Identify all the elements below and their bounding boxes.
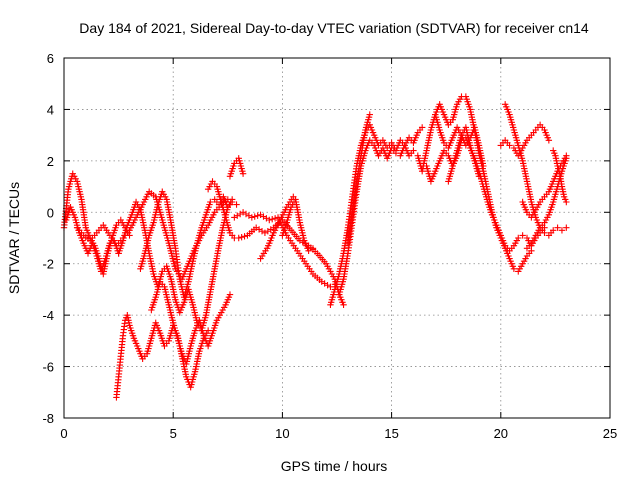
y-tick-label: -2 — [42, 257, 54, 272]
data-point — [480, 162, 487, 170]
data-point — [207, 198, 214, 206]
series-track-12 — [257, 193, 297, 262]
data-point — [241, 233, 248, 240]
x-tick-label: 10 — [275, 426, 289, 441]
data-point — [251, 213, 258, 220]
data-point — [563, 224, 570, 231]
y-tick-label: -6 — [42, 360, 54, 375]
data-point — [392, 149, 400, 157]
chart-title: Day 184 of 2021, Sidereal Day-to-day VTE… — [79, 20, 589, 36]
series-track-20 — [445, 124, 483, 185]
data-point — [235, 234, 242, 242]
y-tick-label: 6 — [47, 51, 54, 66]
data-point — [238, 233, 245, 241]
y-tick-label: -8 — [42, 411, 54, 426]
series-track-13 — [279, 196, 317, 255]
data-point — [410, 147, 417, 154]
x-tick-labels: 0 5 10 15 20 25 — [60, 426, 617, 441]
x-tick-label: 5 — [170, 426, 177, 441]
data-point — [305, 247, 312, 255]
data-point — [254, 212, 261, 219]
data-point — [226, 291, 234, 298]
y-axis-label: SDTVAR / TECUs — [6, 182, 22, 294]
series-track-7 — [73, 188, 231, 283]
data-point — [233, 201, 240, 208]
data-point — [239, 170, 247, 177]
y-tick-label: 2 — [47, 154, 54, 169]
data-point — [506, 142, 513, 149]
y-tick-label: 0 — [47, 205, 54, 220]
data-point — [266, 216, 273, 224]
series-track-16 — [344, 111, 373, 247]
data-point — [271, 215, 279, 222]
data-point — [545, 137, 553, 144]
data-point — [554, 224, 561, 231]
y-tick-label: 4 — [47, 102, 54, 117]
data-point — [563, 155, 570, 162]
series-track-15 — [335, 137, 417, 298]
data-point — [366, 111, 373, 118]
series-track-25 — [550, 147, 570, 206]
data-point — [541, 229, 548, 237]
x-tick-label: 25 — [603, 426, 617, 441]
data-point — [269, 215, 276, 223]
data-point — [558, 227, 566, 234]
data-points — [60, 93, 570, 401]
data-point — [519, 232, 526, 239]
x-tick-label: 0 — [60, 426, 67, 441]
data-point — [309, 245, 317, 252]
data-point — [550, 227, 557, 234]
series-track-4 — [115, 196, 236, 334]
data-point — [224, 196, 231, 203]
data-point — [228, 198, 236, 206]
data-point — [515, 234, 522, 242]
y-tick-label: -4 — [42, 308, 54, 323]
data-point — [340, 301, 347, 309]
plot-frame — [63, 57, 611, 419]
data-point — [475, 173, 483, 180]
data-point — [248, 214, 256, 221]
y-tick-labels: -8 -6 -4 -2 0 2 4 6 — [42, 51, 54, 426]
x-tick-label: 15 — [384, 426, 398, 441]
series-track-19 — [432, 111, 487, 170]
x-axis-label: GPS time / hours — [281, 458, 388, 474]
data-point — [418, 124, 426, 131]
series-track-22 — [497, 121, 553, 159]
x-tick-label: 20 — [494, 426, 508, 441]
data-point — [510, 265, 518, 273]
data-point — [563, 198, 570, 206]
series-track-8 — [204, 178, 238, 242]
series-track-9 — [226, 155, 247, 180]
series-track-6 — [148, 278, 234, 368]
